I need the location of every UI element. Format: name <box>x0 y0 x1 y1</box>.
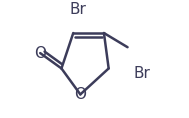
Text: O: O <box>34 46 46 61</box>
Text: O: O <box>74 87 86 102</box>
Text: Br: Br <box>133 66 150 81</box>
Text: Br: Br <box>70 2 86 17</box>
